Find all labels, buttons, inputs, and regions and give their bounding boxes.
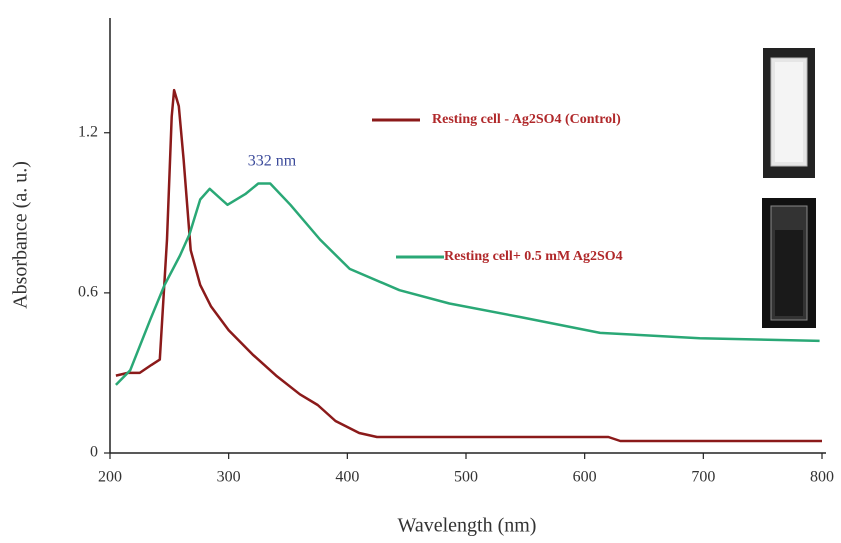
cuvette-image bbox=[762, 198, 816, 328]
x-tick-label: 700 bbox=[691, 469, 715, 486]
y-tick-label: 0 bbox=[90, 444, 98, 461]
x-tick-label: 600 bbox=[573, 469, 597, 486]
data-line bbox=[115, 182, 820, 386]
x-tick-label: 200 bbox=[98, 469, 122, 486]
x-tick-label: 300 bbox=[217, 469, 241, 486]
annotation: 332 nm bbox=[248, 153, 297, 170]
x-tick-label: 400 bbox=[335, 469, 359, 486]
x-tick-label: 800 bbox=[810, 469, 834, 486]
cuvette-image bbox=[763, 48, 815, 178]
x-axis-label: Wavelength (nm) bbox=[398, 515, 537, 537]
y-tick-label: 0.6 bbox=[78, 284, 98, 301]
x-tick-label: 500 bbox=[454, 469, 478, 486]
legend-label: Resting cell+ 0.5 mM Ag2SO4 bbox=[444, 249, 623, 264]
data-line bbox=[115, 88, 822, 443]
y-axis-label: Absorbance (a. u.) bbox=[10, 161, 32, 309]
y-tick-label: 1.2 bbox=[78, 123, 98, 140]
legend-label: Resting cell - Ag2SO4 (Control) bbox=[432, 112, 621, 127]
